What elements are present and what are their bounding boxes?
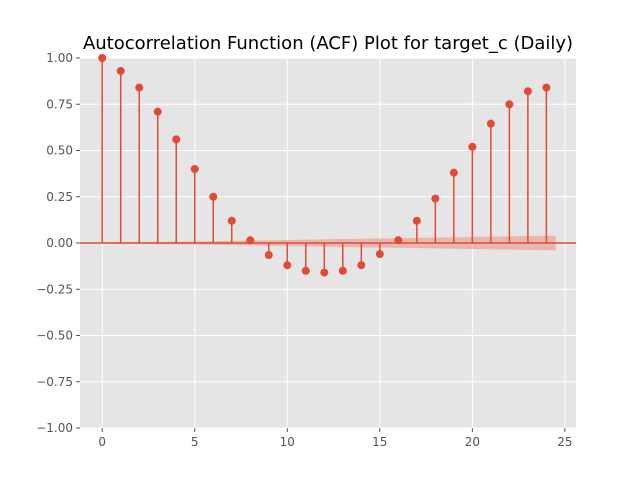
y-tick-label: −0.75: [36, 375, 73, 389]
x-tick-label: 0: [98, 435, 106, 449]
acf-point: [172, 135, 181, 144]
acf-point: [394, 236, 403, 245]
acf-point: [338, 266, 347, 275]
acf-point: [431, 194, 440, 203]
acf-point: [412, 216, 421, 225]
chart-title: Autocorrelation Function (ACF) Plot for …: [83, 33, 573, 54]
y-tick-label: −0.25: [36, 282, 73, 296]
acf-point: [227, 216, 236, 225]
y-tick-label: 0.50: [46, 144, 73, 158]
stems: [80, 54, 576, 277]
x-tick-label: 25: [557, 435, 572, 449]
acf-point: [542, 83, 551, 92]
y-tick-label: −1.00: [36, 421, 73, 435]
y-tick-label: 0.25: [46, 190, 73, 204]
y-tick-label: 0.75: [46, 97, 73, 111]
x-tick-label: 15: [372, 435, 387, 449]
acf-point: [116, 66, 125, 75]
acf-point: [357, 261, 366, 270]
acf-point: [190, 165, 199, 173]
acf-point: [264, 251, 273, 260]
acf-point: [523, 87, 532, 96]
acf-point: [375, 250, 384, 259]
y-tick-label: −0.50: [36, 329, 73, 343]
acf-point: [320, 268, 329, 277]
acf-point: [505, 100, 514, 109]
acf-point: [449, 168, 458, 177]
acf-point: [135, 83, 144, 92]
y-tick-label: 0.00: [46, 236, 73, 250]
acf-point: [246, 236, 255, 245]
x-tick-label: 5: [191, 435, 199, 449]
acf-point: [468, 142, 477, 151]
acf-point: [283, 261, 292, 270]
tick-labels: 0 5 10 15 20 25 −1.00 −0.75 −0.50 −0.25 0.00 0.25 0.…: [36, 51, 572, 449]
acf-point: [209, 192, 218, 201]
acf-point: [153, 107, 162, 116]
acf-point: [301, 266, 310, 275]
x-tick-label: 10: [280, 435, 295, 449]
y-tick-label: 1.00: [46, 51, 73, 65]
acf-point: [486, 119, 495, 128]
x-tick-label: 20: [465, 435, 480, 449]
acf-point: [98, 54, 107, 62]
